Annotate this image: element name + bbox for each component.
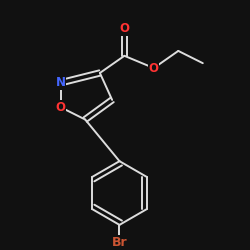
Text: O: O xyxy=(120,22,130,35)
Text: O: O xyxy=(149,62,159,74)
Text: N: N xyxy=(56,76,66,89)
Text: Br: Br xyxy=(112,236,127,248)
Text: O: O xyxy=(56,101,66,114)
